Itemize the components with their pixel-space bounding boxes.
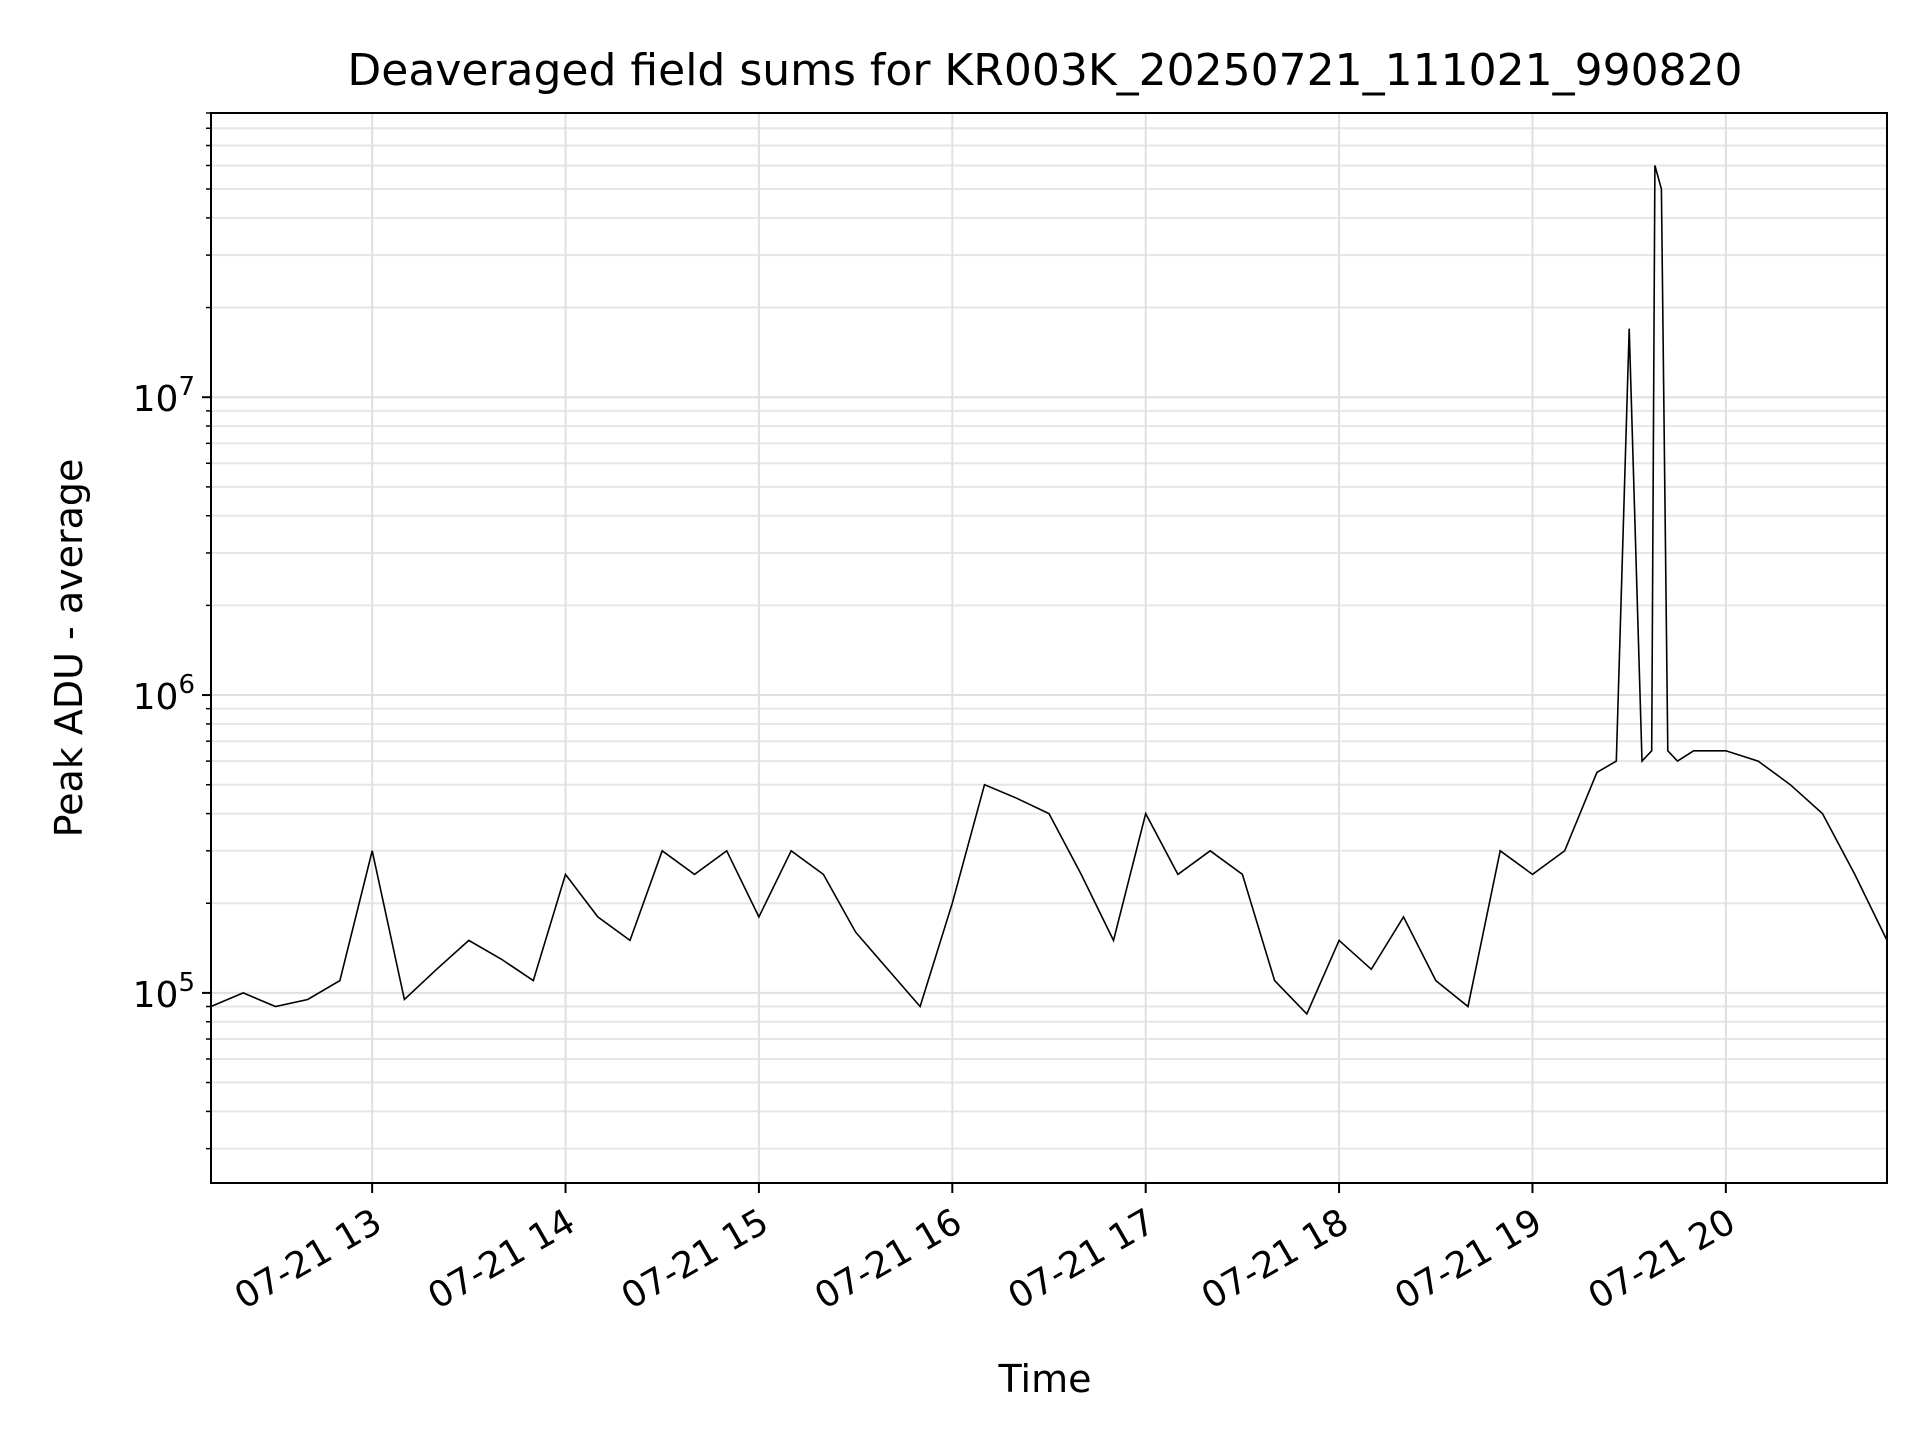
series-polyline xyxy=(210,165,1888,1016)
y-tick-label: 107 xyxy=(133,372,195,420)
x-axis-label: Time xyxy=(998,1357,1092,1401)
chart-title: Deaveraged field sums for KR003K_2025072… xyxy=(347,45,1742,96)
series-line xyxy=(210,165,1888,1016)
y-tick-label: 105 xyxy=(133,968,195,1016)
y-tick-label: 106 xyxy=(133,670,195,718)
y-axis-label: Peak ADU - average xyxy=(47,459,91,838)
plot-frame xyxy=(210,112,1888,1184)
